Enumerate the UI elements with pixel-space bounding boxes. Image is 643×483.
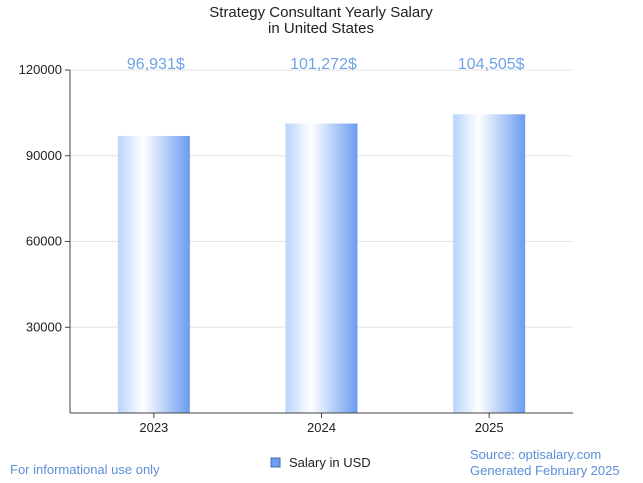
source-credits: Source: optisalary.com Generated Februar… — [470, 447, 620, 479]
data-label: 101,272$ — [290, 56, 357, 73]
bar — [453, 114, 526, 414]
x-tick-label: 2025 — [475, 420, 504, 435]
y-tick-label: 120000 — [19, 62, 62, 77]
bars — [117, 114, 526, 414]
y-tick-label: 90000 — [26, 148, 62, 163]
data-label: 96,931$ — [127, 56, 185, 73]
chart-title-line-1: Strategy Consultant Yearly Salary — [209, 4, 433, 21]
y-tick-label: 60000 — [26, 234, 62, 249]
bar — [117, 135, 190, 413]
legend-swatch — [270, 457, 281, 468]
disclaimer-text: For informational use only — [10, 462, 160, 477]
x-tick-label: 2023 — [139, 420, 168, 435]
generated-date: Generated February 2025 — [470, 463, 620, 478]
x-axis-ticks: 2023 2024 2025 — [139, 413, 504, 435]
source-link[interactable]: Source: optisalary.com — [470, 447, 602, 462]
data-label: 104,505$ — [458, 56, 525, 73]
legend-label: Salary in USD — [289, 455, 371, 470]
y-axis-ticks: 30000 60000 90000 120000 — [19, 62, 70, 334]
chart-title-line-2: in United States — [268, 20, 374, 37]
y-tick-label: 30000 — [26, 319, 62, 334]
data-labels: 96,931$ 101,272$ 104,505$ — [127, 56, 525, 73]
x-tick-label: 2024 — [307, 420, 336, 435]
bar — [285, 123, 358, 413]
